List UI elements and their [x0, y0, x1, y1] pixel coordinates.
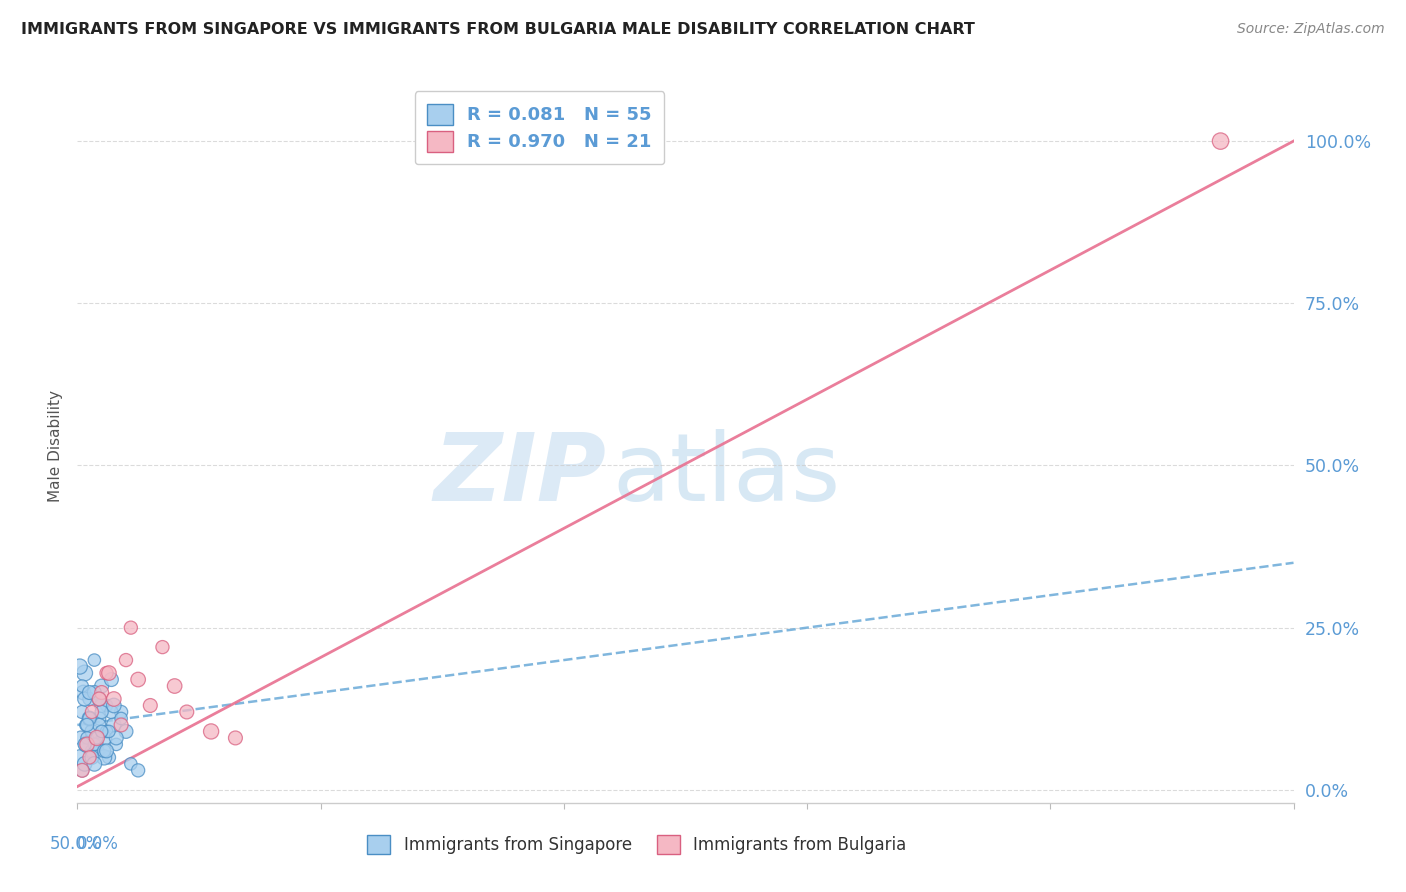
- Point: [86, 738, 108, 752]
- Point: [79, 750, 101, 764]
- Text: IMMIGRANTS FROM SINGAPORE VS IMMIGRANTS FROM BULGARIA MALE DISABILITY CORRELATIO: IMMIGRANTS FROM SINGAPORE VS IMMIGRANTS …: [21, 22, 974, 37]
- Point: [97, 724, 120, 739]
- Point: [103, 698, 125, 713]
- Point: [96, 744, 118, 758]
- Point: [80, 724, 103, 739]
- Point: [90, 698, 112, 713]
- Point: [75, 718, 97, 732]
- Point: [73, 756, 96, 771]
- Point: [80, 744, 103, 758]
- Point: [105, 731, 128, 745]
- Point: [1209, 134, 1232, 148]
- Point: [89, 692, 111, 706]
- Point: [200, 724, 222, 739]
- Point: [93, 731, 115, 745]
- Y-axis label: Male Disability: Male Disability: [48, 390, 63, 502]
- Point: [73, 738, 96, 752]
- Point: [76, 718, 98, 732]
- Point: [120, 621, 142, 635]
- Point: [103, 718, 125, 732]
- Point: [90, 724, 112, 739]
- Point: [83, 653, 105, 667]
- Text: atlas: atlas: [613, 428, 841, 521]
- Point: [83, 685, 105, 699]
- Point: [73, 692, 96, 706]
- Point: [86, 731, 108, 745]
- Point: [79, 711, 101, 725]
- Point: [70, 679, 93, 693]
- Point: [110, 711, 132, 725]
- Point: [80, 750, 103, 764]
- Point: [90, 679, 112, 693]
- Point: [79, 692, 101, 706]
- Point: [79, 685, 101, 699]
- Point: [70, 764, 93, 778]
- Point: [73, 666, 96, 681]
- Text: Source: ZipAtlas.com: Source: ZipAtlas.com: [1237, 22, 1385, 37]
- Point: [90, 705, 112, 719]
- Point: [176, 705, 198, 719]
- Point: [93, 750, 115, 764]
- Point: [110, 718, 132, 732]
- Point: [96, 666, 118, 681]
- Point: [89, 711, 111, 725]
- Point: [97, 666, 120, 681]
- Point: [89, 692, 111, 706]
- Point: [96, 698, 118, 713]
- Point: [72, 685, 94, 699]
- Text: 50.0%: 50.0%: [49, 835, 101, 853]
- Point: [224, 731, 246, 745]
- Point: [105, 738, 128, 752]
- Point: [120, 756, 142, 771]
- Point: [152, 640, 174, 654]
- Point: [76, 738, 98, 752]
- Point: [79, 711, 101, 725]
- Point: [127, 764, 149, 778]
- Point: [96, 724, 118, 739]
- Point: [100, 673, 122, 687]
- Point: [103, 692, 125, 706]
- Text: 0.0%: 0.0%: [77, 835, 120, 853]
- Point: [90, 685, 112, 699]
- Point: [83, 738, 105, 752]
- Point: [100, 705, 122, 719]
- Point: [69, 750, 91, 764]
- Point: [86, 744, 108, 758]
- Point: [139, 698, 162, 713]
- Point: [76, 738, 98, 752]
- Point: [70, 731, 93, 745]
- Legend: Immigrants from Singapore, Immigrants from Bulgaria: Immigrants from Singapore, Immigrants fr…: [359, 826, 915, 863]
- Point: [89, 718, 111, 732]
- Point: [83, 756, 105, 771]
- Point: [163, 679, 186, 693]
- Point: [115, 653, 138, 667]
- Point: [93, 744, 115, 758]
- Point: [80, 705, 103, 719]
- Point: [86, 731, 108, 745]
- Point: [69, 659, 91, 673]
- Point: [70, 705, 93, 719]
- Point: [76, 731, 98, 745]
- Point: [70, 764, 93, 778]
- Point: [115, 724, 138, 739]
- Point: [110, 705, 132, 719]
- Text: ZIP: ZIP: [433, 428, 606, 521]
- Point: [127, 673, 149, 687]
- Point: [97, 750, 120, 764]
